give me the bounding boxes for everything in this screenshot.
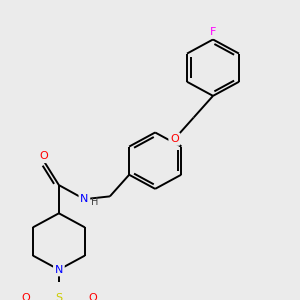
Text: S: S <box>55 293 62 300</box>
Text: O: O <box>88 293 97 300</box>
Text: O: O <box>170 134 179 144</box>
Text: N: N <box>55 265 63 275</box>
Text: F: F <box>210 27 216 37</box>
Text: N: N <box>80 194 88 204</box>
Text: O: O <box>40 152 48 161</box>
Text: O: O <box>21 293 30 300</box>
Text: H: H <box>91 197 98 207</box>
